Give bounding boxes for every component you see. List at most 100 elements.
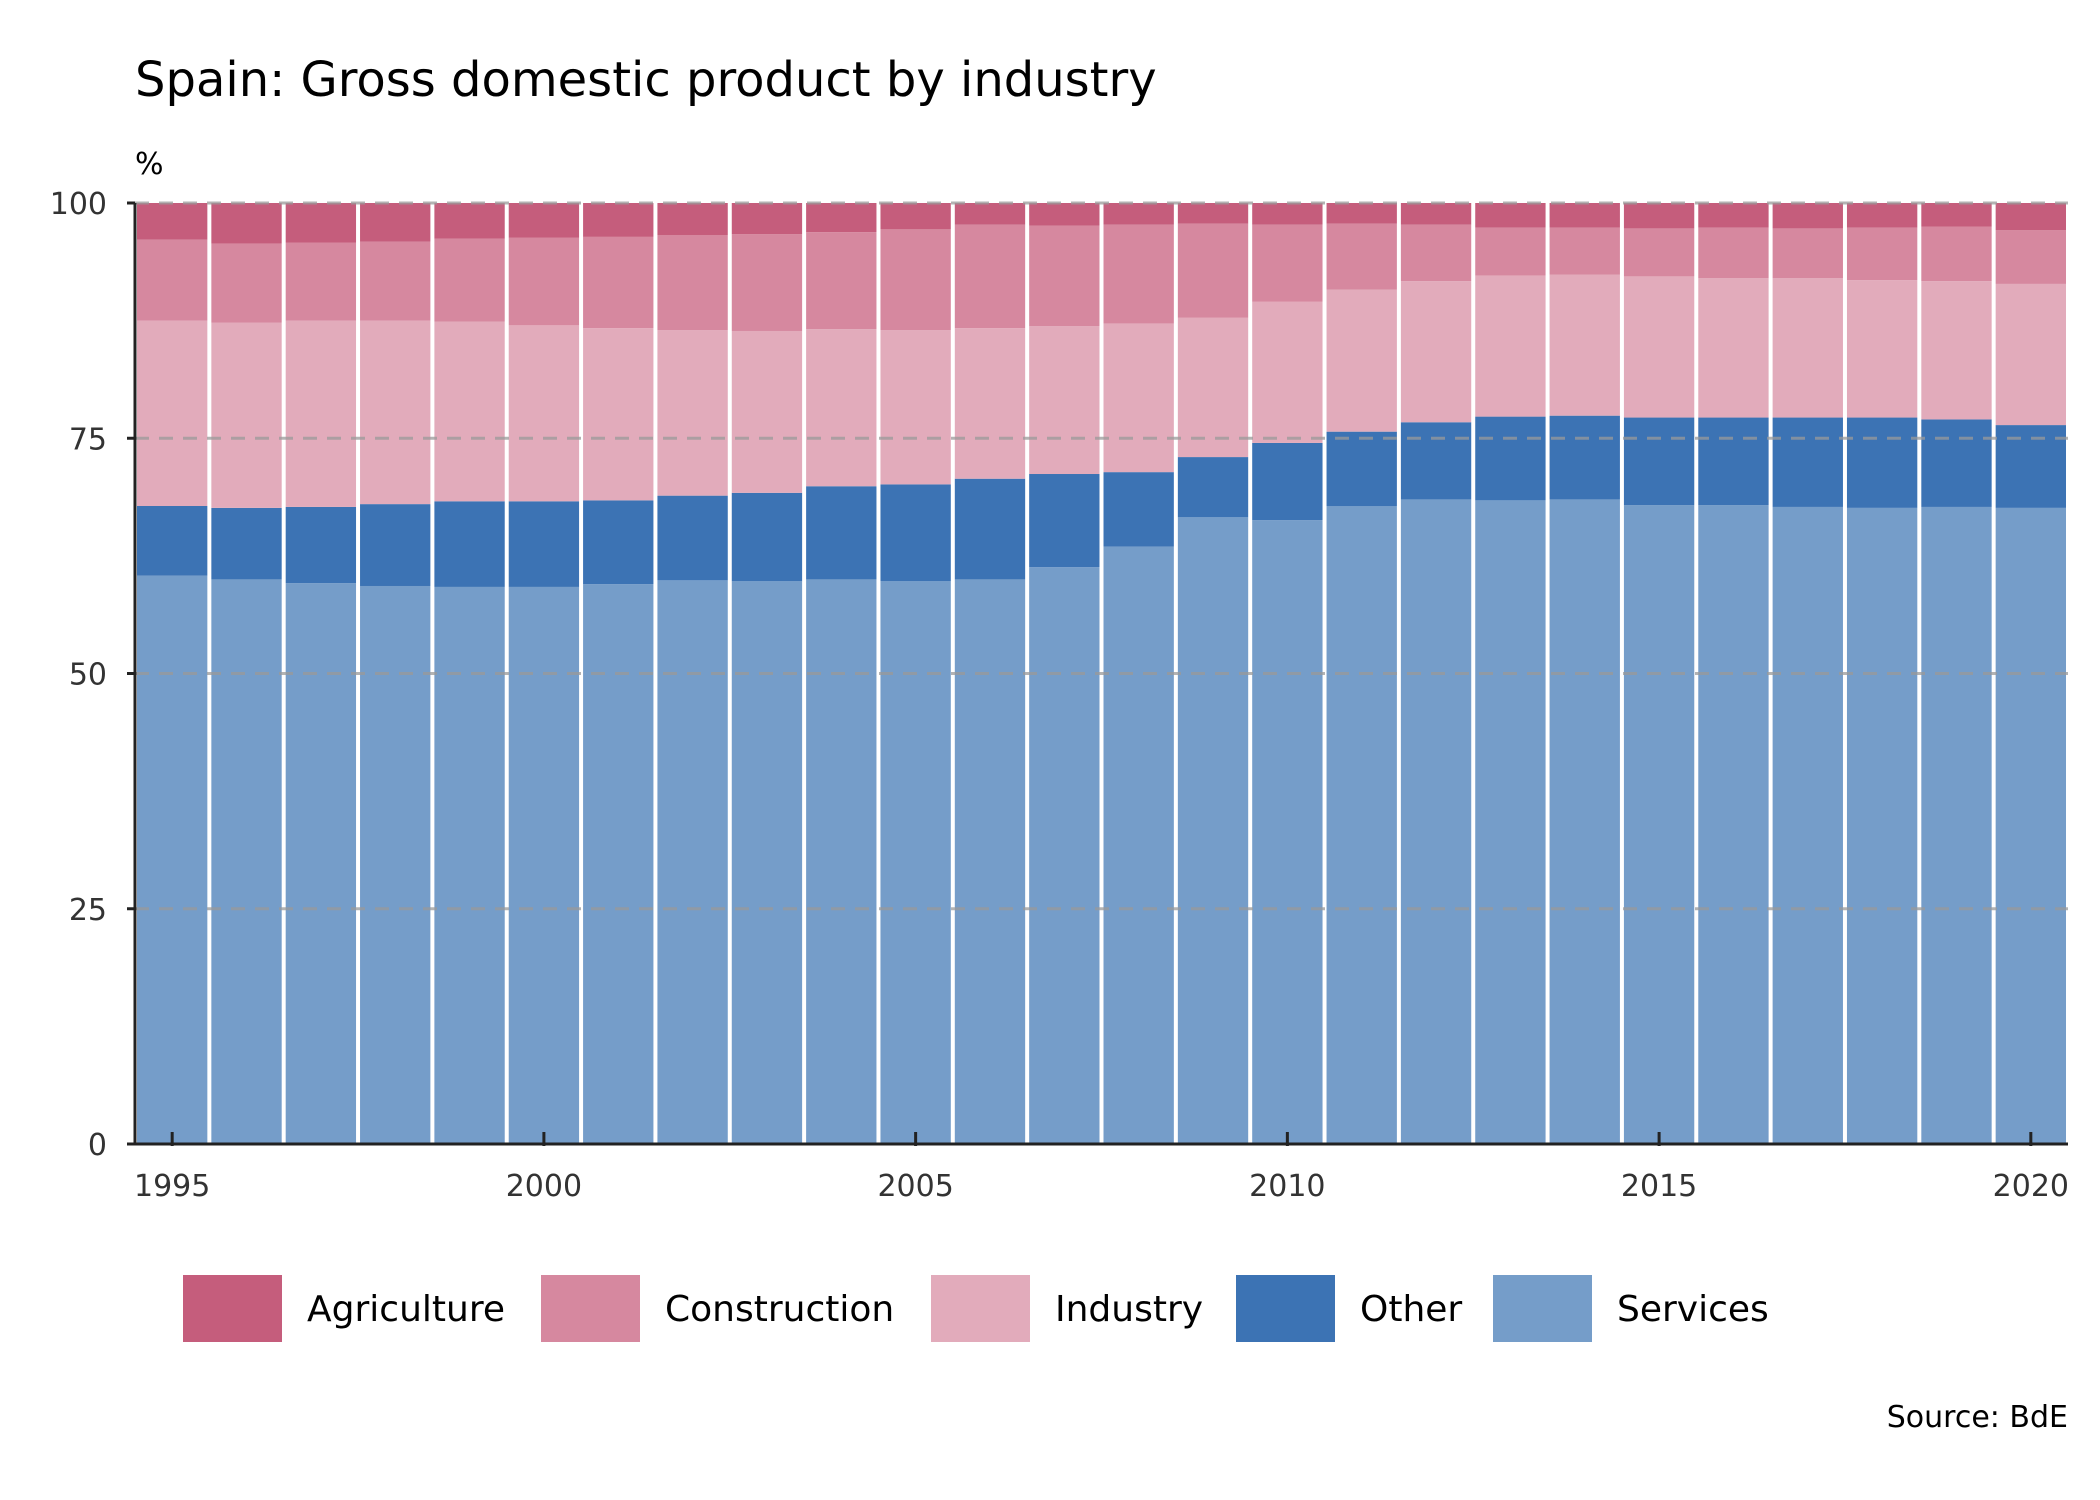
bar-services-2003 [731,581,803,1144]
bar-construction-2002 [657,234,728,331]
bar-other-2003 [731,492,803,582]
legend-label-industry: Industry [1055,1289,1203,1330]
bar-services-2004 [806,579,877,1144]
bar-industry-2013 [1475,275,1546,417]
bar-industry-1996 [211,322,282,508]
bar-agriculture-2002 [657,203,728,235]
x-tick-label-2020: 2020 [1993,1169,2069,1204]
bar-services-2017 [1772,506,1843,1144]
bar-services-2007 [1029,567,1100,1144]
bar-services-1996 [211,579,282,1144]
bar-services-1995 [137,575,208,1144]
bar-other-2006 [954,478,1026,580]
bar-industry-2005 [880,330,951,485]
bar-agriculture-2007 [1029,203,1100,226]
chart-title: Spain: Gross domestic product by industr… [135,52,1157,108]
bar-agriculture-2013 [1475,203,1546,228]
y-tick-label-75: 75 [69,422,107,457]
bar-construction-2008 [1103,224,1174,324]
bar-services-1997 [285,583,357,1144]
bar-services-2008 [1103,546,1174,1144]
bar-other-2014 [1549,415,1620,500]
legend-label-other: Other [1360,1289,1462,1330]
bar-construction-2018 [1846,227,1918,281]
bar-services-1998 [360,585,431,1144]
bar-industry-2009 [1177,317,1249,458]
bar-other-1998 [360,504,431,586]
legend-swatch-agriculture [183,1275,282,1342]
bar-other-2018 [1846,417,1918,508]
bar-services-2020 [1995,507,2066,1144]
legend-swatch-other [1236,1275,1335,1342]
y-tick-label-25: 25 [69,893,107,928]
bar-industry-2015 [1623,276,1695,418]
legend-label-construction: Construction [665,1289,894,1330]
bar-construction-2001 [583,236,654,329]
bar-agriculture-2010 [1252,203,1323,225]
bar-services-2006 [954,579,1026,1144]
bar-industry-2010 [1252,301,1323,443]
bar-other-2010 [1252,442,1323,521]
bar-agriculture-2016 [1698,203,1769,228]
bar-construction-2020 [1995,230,2066,284]
bar-services-2018 [1846,507,1918,1144]
bar-industry-2012 [1400,281,1472,423]
bar-industry-2017 [1772,278,1843,418]
bar-services-2005 [880,581,951,1144]
bar-other-2004 [806,486,877,580]
bar-agriculture-1998 [360,203,431,242]
bar-industry-1999 [434,321,505,502]
bar-industry-1997 [285,320,357,507]
bar-agriculture-1995 [137,203,208,240]
bar-industry-2011 [1326,289,1397,432]
bar-other-1996 [211,507,282,580]
bar-agriculture-2017 [1772,203,1843,229]
bar-agriculture-2003 [731,203,803,235]
x-tick-label-2015: 2015 [1621,1169,1697,1204]
x-tick-label-2010: 2010 [1249,1169,1325,1204]
bar-construction-2004 [806,232,877,330]
bar-construction-1997 [285,242,357,321]
legend-label-services: Services [1617,1289,1769,1330]
bar-industry-2000 [508,325,580,502]
bar-services-2009 [1177,517,1249,1144]
bar-agriculture-2015 [1623,203,1695,229]
legend-swatch-services [1493,1275,1592,1342]
bar-other-2016 [1698,417,1769,506]
bar-agriculture-2006 [954,203,1026,225]
bar-agriculture-2011 [1326,203,1397,224]
bar-construction-1998 [360,241,431,321]
bar-services-2000 [508,586,580,1144]
bar-industry-2014 [1549,274,1620,416]
bar-services-2012 [1400,499,1472,1144]
bar-industry-1998 [360,320,431,505]
bar-services-1999 [434,586,505,1144]
bar-agriculture-2005 [880,203,951,230]
bar-construction-2006 [954,224,1026,329]
bar-industry-2001 [583,328,654,501]
bar-industry-2006 [954,328,1026,479]
bar-construction-1996 [211,243,282,323]
bars-group [137,203,2066,1145]
bar-construction-2000 [508,237,580,326]
bar-services-2011 [1326,506,1397,1144]
bar-other-2012 [1400,422,1472,500]
y-tick-label-50: 50 [69,658,107,693]
bar-construction-2015 [1623,228,1695,277]
bar-agriculture-2019 [1921,203,1992,227]
bar-agriculture-2001 [583,203,654,237]
bar-other-2017 [1772,417,1843,507]
bar-services-2013 [1475,500,1546,1145]
x-tick-label-2000: 2000 [506,1169,582,1204]
bar-construction-2019 [1921,226,1992,282]
bar-other-2013 [1475,416,1546,501]
bar-industry-2008 [1103,323,1174,473]
bar-agriculture-1997 [285,203,357,243]
bar-other-2000 [508,501,580,587]
bar-industry-2002 [657,330,728,496]
bar-services-2019 [1921,506,1992,1144]
gridlines [135,201,2068,911]
bar-construction-2007 [1029,225,1100,327]
y-tick-label-100: 100 [50,187,107,222]
